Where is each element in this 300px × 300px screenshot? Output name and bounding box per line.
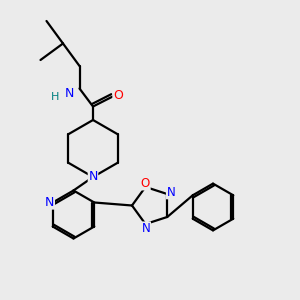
Text: H: H (51, 92, 60, 102)
Text: O: O (141, 177, 150, 190)
Text: O: O (113, 88, 123, 102)
Text: N: N (45, 196, 54, 209)
Text: N: N (167, 186, 175, 199)
Text: N: N (142, 222, 150, 235)
Text: N: N (88, 170, 98, 184)
Text: N: N (64, 87, 74, 100)
